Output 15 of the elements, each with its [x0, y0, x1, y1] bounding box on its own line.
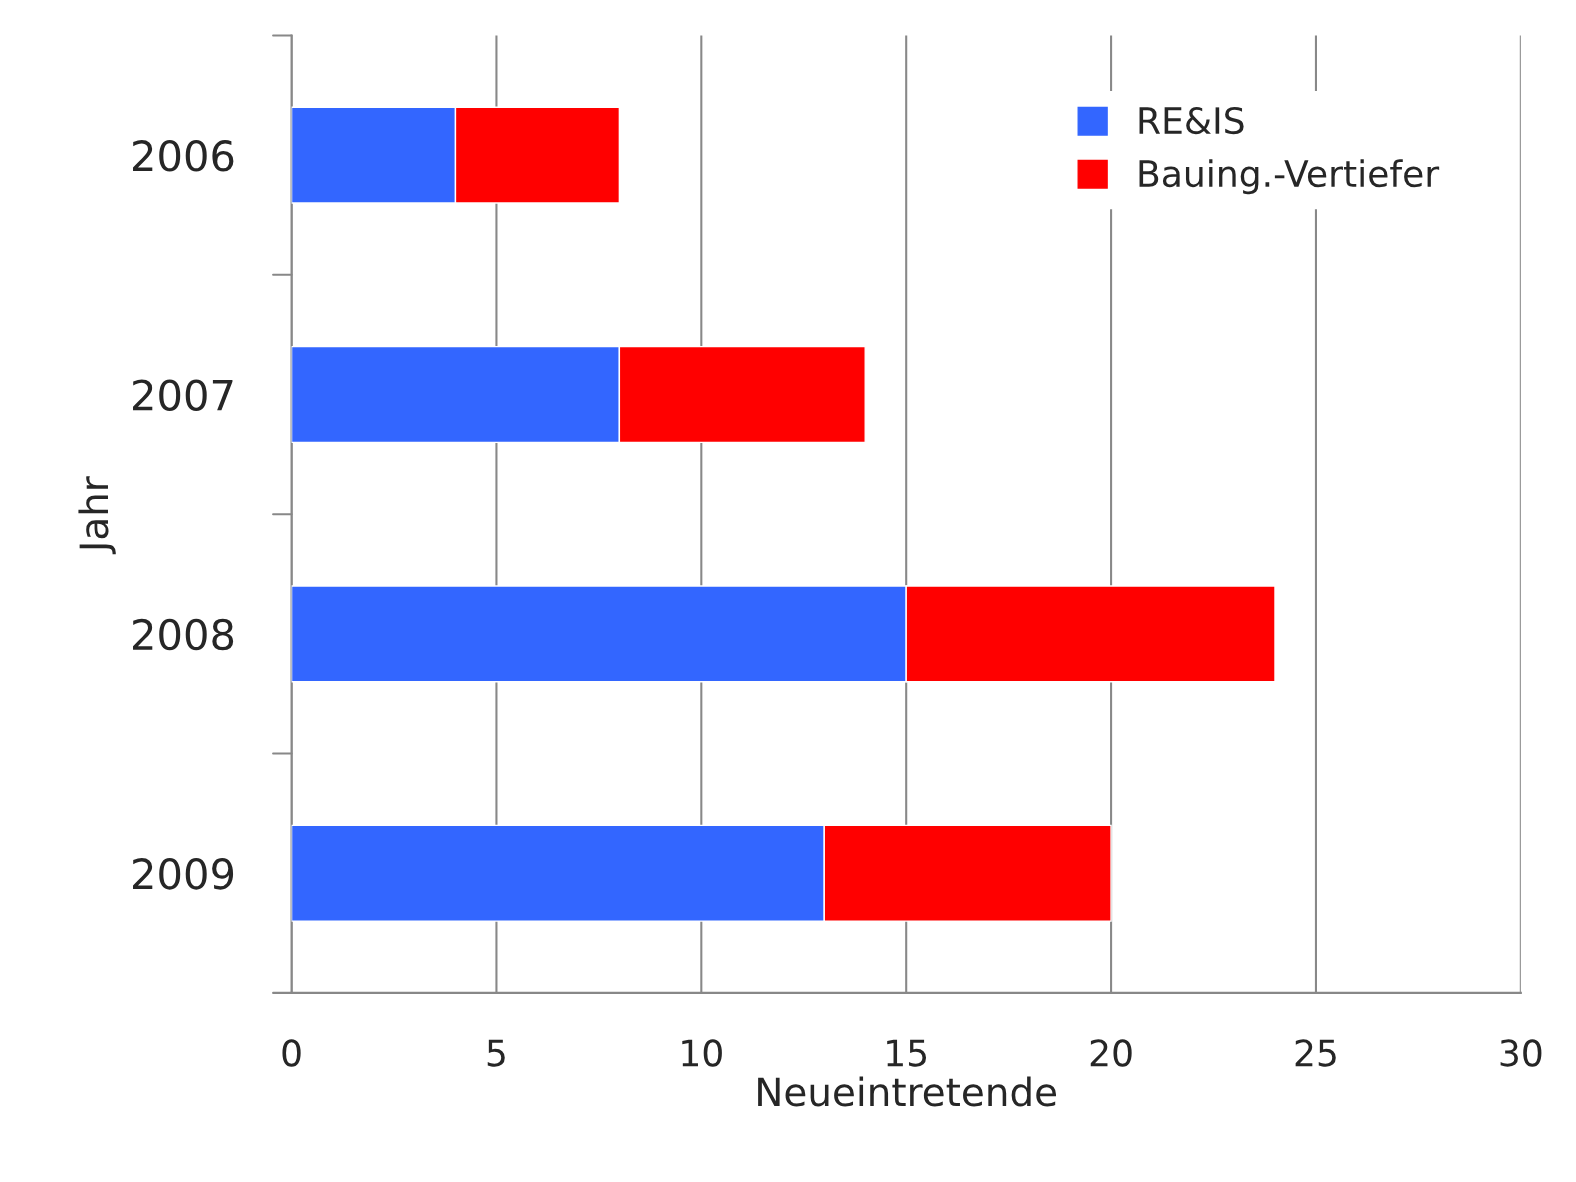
x-tick-label: 15 — [887, 1039, 927, 1067]
x-axis-title: Neueintretende — [758, 1076, 1057, 1107]
x-tick-label: 30 — [1500, 1039, 1542, 1067]
y-tick-label: 2006 — [133, 140, 234, 172]
y-axis-title: Jahr — [78, 476, 116, 555]
x-tick-label: 0 — [282, 1039, 301, 1067]
y-tick-label: 2008 — [133, 618, 234, 651]
x-tick-label: 5 — [487, 1039, 505, 1067]
legend-label: Bauing.-Vertiefer — [1139, 159, 1440, 195]
y-tick-label: 2007 — [133, 379, 233, 411]
x-tick-label: 25 — [1295, 1039, 1336, 1067]
x-tick-label: 10 — [682, 1039, 722, 1067]
legend-label: RE&IS — [1139, 106, 1244, 135]
x-tick-label: 20 — [1090, 1039, 1132, 1067]
y-tick-label: 2009 — [133, 858, 234, 890]
